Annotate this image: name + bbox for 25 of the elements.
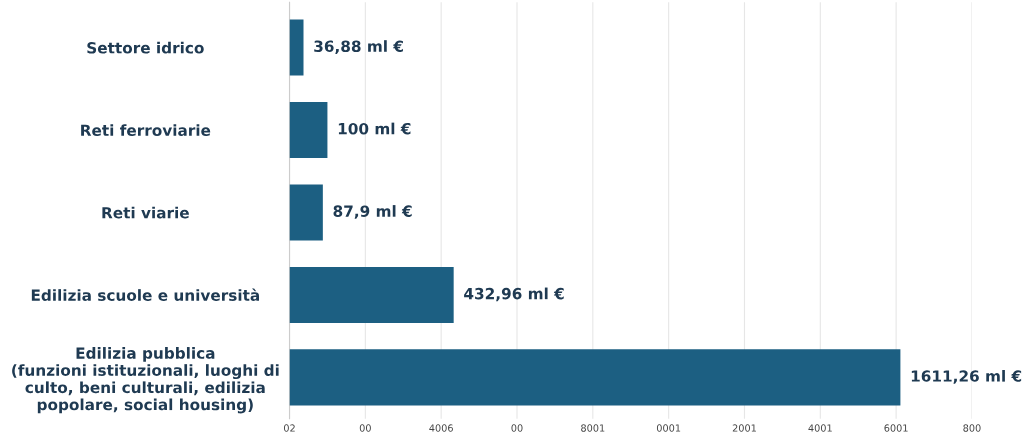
data-label: 1611,26 ml € [911, 370, 1022, 384]
text: 6001 [884, 424, 908, 432]
text: 8001 [581, 424, 605, 432]
y-tick-label: Edilizia scuole e università [31, 288, 260, 301]
text: 4001 [808, 424, 832, 432]
text: 00 [511, 424, 523, 432]
y-tick-label: Reti ferroviarie [81, 124, 211, 137]
y-tick-label: Settore idrico [87, 41, 204, 54]
data-label: 432,96 ml € [464, 287, 564, 302]
data-label: 36,88 ml € [314, 40, 403, 54]
bar [289, 349, 901, 406]
bar [289, 101, 328, 159]
data-label: 100 ml € [338, 122, 411, 135]
text: 800 [963, 424, 981, 432]
bar [289, 19, 304, 76]
text: 0001 [656, 424, 681, 432]
bar [289, 266, 454, 323]
text: 00 [359, 424, 371, 432]
text: 2001 [732, 424, 756, 432]
text: 02 [283, 424, 295, 432]
data-label: 87,9 ml € [333, 205, 412, 219]
y-tick-label: Reti viarie [102, 206, 189, 219]
y-tick-label: Edilizia pubblica (funzioni istituzionali, luoghi di culto, beni culturali, edilizia popolare, social housing) [12, 347, 279, 414]
text: 4006 [429, 424, 453, 432]
bar [289, 184, 323, 241]
